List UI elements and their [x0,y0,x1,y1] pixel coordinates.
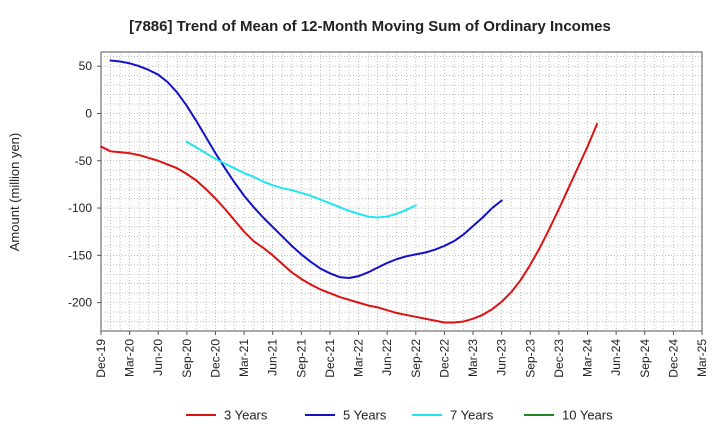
y-tick-label: 0 [85,106,92,120]
x-tick-label: Dec-24 [666,339,680,378]
x-axis: Dec-19 Mar-20 Jun-20 Sep-20 Dec-20 Mar-21 Jun-… [94,331,709,378]
x-tick-label: Mar-21 [237,339,251,377]
x-tick-label: Sep-24 [638,339,652,378]
x-tick-label: Sep-21 [294,339,308,378]
x-tick-label: Mar-24 [581,339,595,377]
plot-frame [100,51,703,332]
y-tick-label: -50 [75,154,93,168]
x-tick-label: Sep-23 [523,339,537,378]
x-tick-label: Jun-20 [151,339,165,376]
x-tick-label: Mar-22 [352,339,366,377]
x-tick-label: Mar-20 [123,339,137,377]
y-tick-label: 50 [79,59,93,73]
x-tick-label: Jun-22 [380,339,394,376]
x-tick-label: Jun-21 [266,339,280,376]
x-tick-label: Dec-20 [208,339,222,378]
legend-label: 10 Years [562,408,613,423]
x-tick-label: Dec-22 [437,339,451,378]
x-tick-label: Dec-23 [552,339,566,378]
x-tick-label: Dec-21 [323,339,337,378]
x-tick-label: Jun-23 [495,339,509,376]
legend-label: 3 Years [224,408,268,423]
y-tick-label: -150 [68,248,92,262]
y-axis: 50 0 -50 -100 -150 -200 [68,59,101,310]
legend: 3 Years 5 Years 7 Years 10 Years [186,408,613,423]
x-tick-label: Sep-20 [180,339,194,378]
x-tick-label: Mar-25 [695,339,709,377]
y-tick-label: -100 [68,201,92,215]
x-tick-label: Jun-24 [609,339,623,376]
x-tick-label: Mar-23 [466,339,480,377]
y-tick-label: -200 [68,296,92,310]
x-tick-label: Dec-19 [94,339,108,378]
series-line-7-years [185,140,417,219]
chart-title: [7886] Trend of Mean of 12-Month Moving … [129,18,611,35]
series-line-3-years [100,122,599,324]
series-line-5-years [109,59,503,280]
grid [101,52,702,332]
plot-lines [100,59,599,324]
y-axis-label: Amount (million yen) [7,133,22,252]
legend-label: 5 Years [343,408,387,423]
x-tick-label: Sep-22 [409,339,423,378]
legend-label: 7 Years [450,408,494,423]
